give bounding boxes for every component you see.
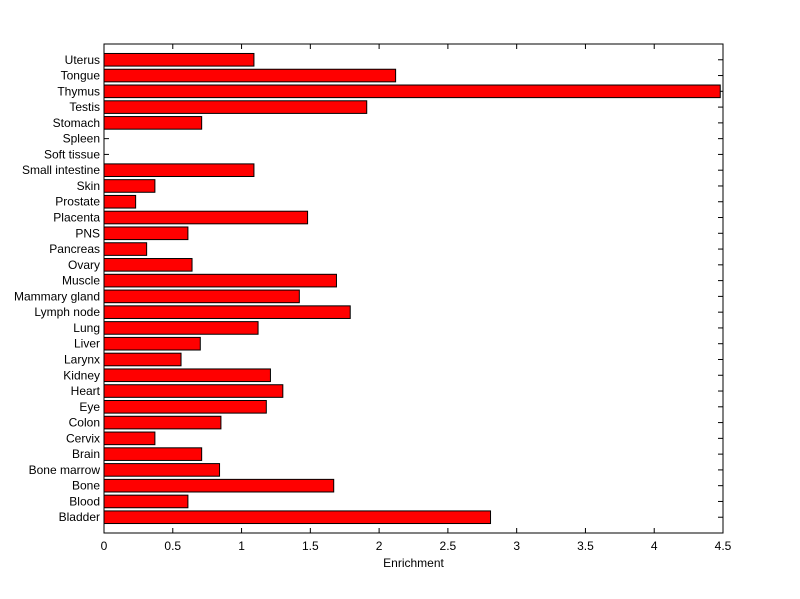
bar-kidney xyxy=(103,368,271,383)
bar-bone xyxy=(103,478,335,493)
category-label: Tongue xyxy=(61,69,101,83)
x-tick-label: 4 xyxy=(651,539,658,553)
category-label: Larynx xyxy=(64,352,100,366)
category-label: Bladder xyxy=(59,510,100,524)
category-label: Small intestine xyxy=(22,163,100,177)
category-label: Bone xyxy=(72,479,100,493)
bar-colon xyxy=(103,415,222,430)
x-tick-label: 0 xyxy=(101,539,108,553)
category-label: Testis xyxy=(69,100,100,114)
bar-lymph-node xyxy=(103,305,351,319)
bar-muscle xyxy=(103,273,337,288)
bar-ovary xyxy=(103,258,193,272)
x-tick-label: 4.5 xyxy=(715,539,732,553)
category-label: Cervix xyxy=(66,431,100,445)
category-label: Heart xyxy=(71,384,101,398)
category-label: Muscle xyxy=(62,274,100,288)
bar-testis xyxy=(103,100,368,114)
category-label: Soft tissue xyxy=(44,147,100,161)
bar-blood xyxy=(103,494,189,509)
category-label: Ovary xyxy=(68,258,100,272)
category-label: Eye xyxy=(79,400,100,414)
category-label: Skin xyxy=(77,179,100,193)
category-label: Stomach xyxy=(53,116,100,130)
category-label: Liver xyxy=(74,337,100,351)
bar-brain xyxy=(103,447,203,461)
bar-bladder xyxy=(103,510,492,525)
bar-eye xyxy=(103,399,267,414)
x-tick-label: 2.5 xyxy=(440,539,457,553)
x-tick-label: 1 xyxy=(238,539,245,553)
category-label: Blood xyxy=(69,494,100,508)
category-label: Lymph node xyxy=(34,305,100,319)
category-label: Pancreas xyxy=(49,242,100,256)
x-tick-label: 0.5 xyxy=(164,539,181,553)
bar-liver xyxy=(103,336,201,351)
bar-skin xyxy=(103,179,156,193)
x-tick-labels: 0 0.5 1 1.5 2 2.5 3 3.5 4 4.5 xyxy=(101,539,732,553)
bar-cervix xyxy=(103,431,156,446)
x-axis-label: Enrichment xyxy=(383,556,444,570)
bar-uterus xyxy=(103,52,255,67)
category-label: Bone marrow xyxy=(29,463,101,477)
x-tick-label: 3.5 xyxy=(577,539,594,553)
bar-mammary-gland xyxy=(103,289,300,304)
category-label: Lung xyxy=(73,321,100,335)
bar-thymus xyxy=(103,84,721,99)
bar-larynx xyxy=(103,352,182,367)
category-label: Kidney xyxy=(63,368,100,382)
category-label: PNS xyxy=(75,226,100,240)
category-label: Placenta xyxy=(53,211,100,225)
category-label: Mammary gland xyxy=(14,289,100,303)
category-label: Brain xyxy=(72,447,100,461)
bar-heart xyxy=(103,384,284,398)
x-tick-label: 3 xyxy=(513,539,520,553)
bar-stomach xyxy=(103,116,203,130)
category-label: Colon xyxy=(69,416,100,430)
category-label: Thymus xyxy=(57,84,100,98)
x-tick-label: 1.5 xyxy=(302,539,319,553)
bar-placenta xyxy=(103,210,309,225)
bar-prostate xyxy=(103,194,137,209)
x-tick-label: 2 xyxy=(376,539,383,553)
plot-area-frame xyxy=(103,43,724,534)
category-label: Prostate xyxy=(55,195,100,209)
bar-pancreas xyxy=(103,242,148,256)
category-label: Spleen xyxy=(63,132,100,146)
bar-small-intestine xyxy=(103,163,255,178)
category-label: Uterus xyxy=(65,53,100,67)
bar-lung xyxy=(103,321,259,335)
bar-pns xyxy=(103,226,189,241)
bar-tongue xyxy=(103,68,397,83)
bars xyxy=(103,52,721,525)
bar-bone-marrow xyxy=(103,463,221,477)
